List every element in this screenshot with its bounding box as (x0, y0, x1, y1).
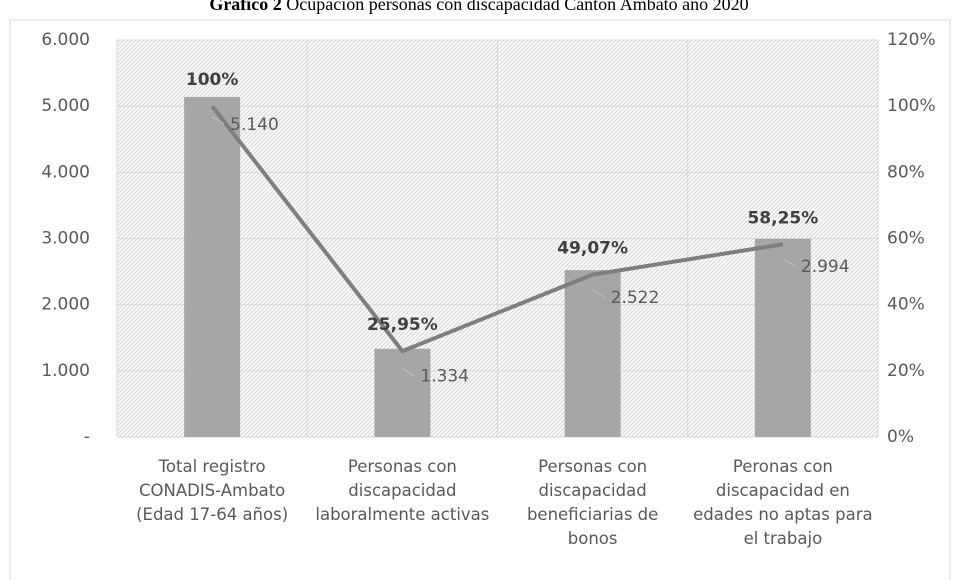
y2-tick-label: 60% (887, 229, 925, 249)
y-tick-label: 3.000 (41, 229, 90, 249)
bar-value-label: 2.994 (801, 257, 850, 277)
y2-tick-label: 120% (887, 30, 936, 50)
line-value-label: 49,07% (557, 239, 628, 259)
y-tick-label: 4.000 (41, 162, 90, 182)
x-tick-label: Total registro CONADIS-Ambato (Edad 17-6… (136, 457, 289, 524)
leader-line (592, 289, 605, 298)
y2-tick-label: 40% (887, 295, 925, 315)
y2-tick-label: 100% (887, 96, 936, 116)
y-tick-label: 1.000 (41, 361, 90, 381)
bar-value-label: 2.522 (611, 288, 660, 308)
line (210, 104, 784, 354)
y-tick-label: 2.000 (41, 295, 90, 315)
title-text: Ocupación personas con discapacidad Cant… (286, 0, 748, 14)
bar (374, 348, 431, 437)
line-value-label: 100% (186, 70, 239, 90)
y2-tick-label: 20% (887, 361, 925, 381)
chart-border (9, 19, 951, 580)
line-value-label: 25,95% (367, 315, 438, 335)
y2-tick-label: 80% (887, 162, 925, 182)
y2-tick-label: 0% (887, 427, 914, 447)
leader-line (211, 116, 225, 125)
y-tick-label: - (84, 427, 90, 447)
x-tick-label: Peronas con discapacidad en edades no ap… (693, 457, 873, 548)
line-value-label: 58,25% (747, 208, 818, 228)
chart-title: Gráfico 2 Ocupación personas con discapa… (209, 0, 748, 14)
y-tick-label: 6.000 (41, 30, 90, 50)
y-tick-label: 5.000 (41, 96, 90, 116)
bar (564, 270, 621, 437)
bar-value-label: 1.334 (420, 367, 469, 387)
leader-line (402, 368, 415, 377)
bar (754, 238, 811, 437)
bar (184, 96, 241, 438)
leader-line (782, 258, 796, 267)
bar-value-label: 5.140 (230, 115, 279, 135)
x-tick-label: Personas con discapacidad laboralmente a… (315, 457, 490, 524)
title-prefix: Gráfico 2 (209, 0, 281, 14)
x-tick-label: Personas con discapacidad beneficiarias … (526, 457, 659, 548)
